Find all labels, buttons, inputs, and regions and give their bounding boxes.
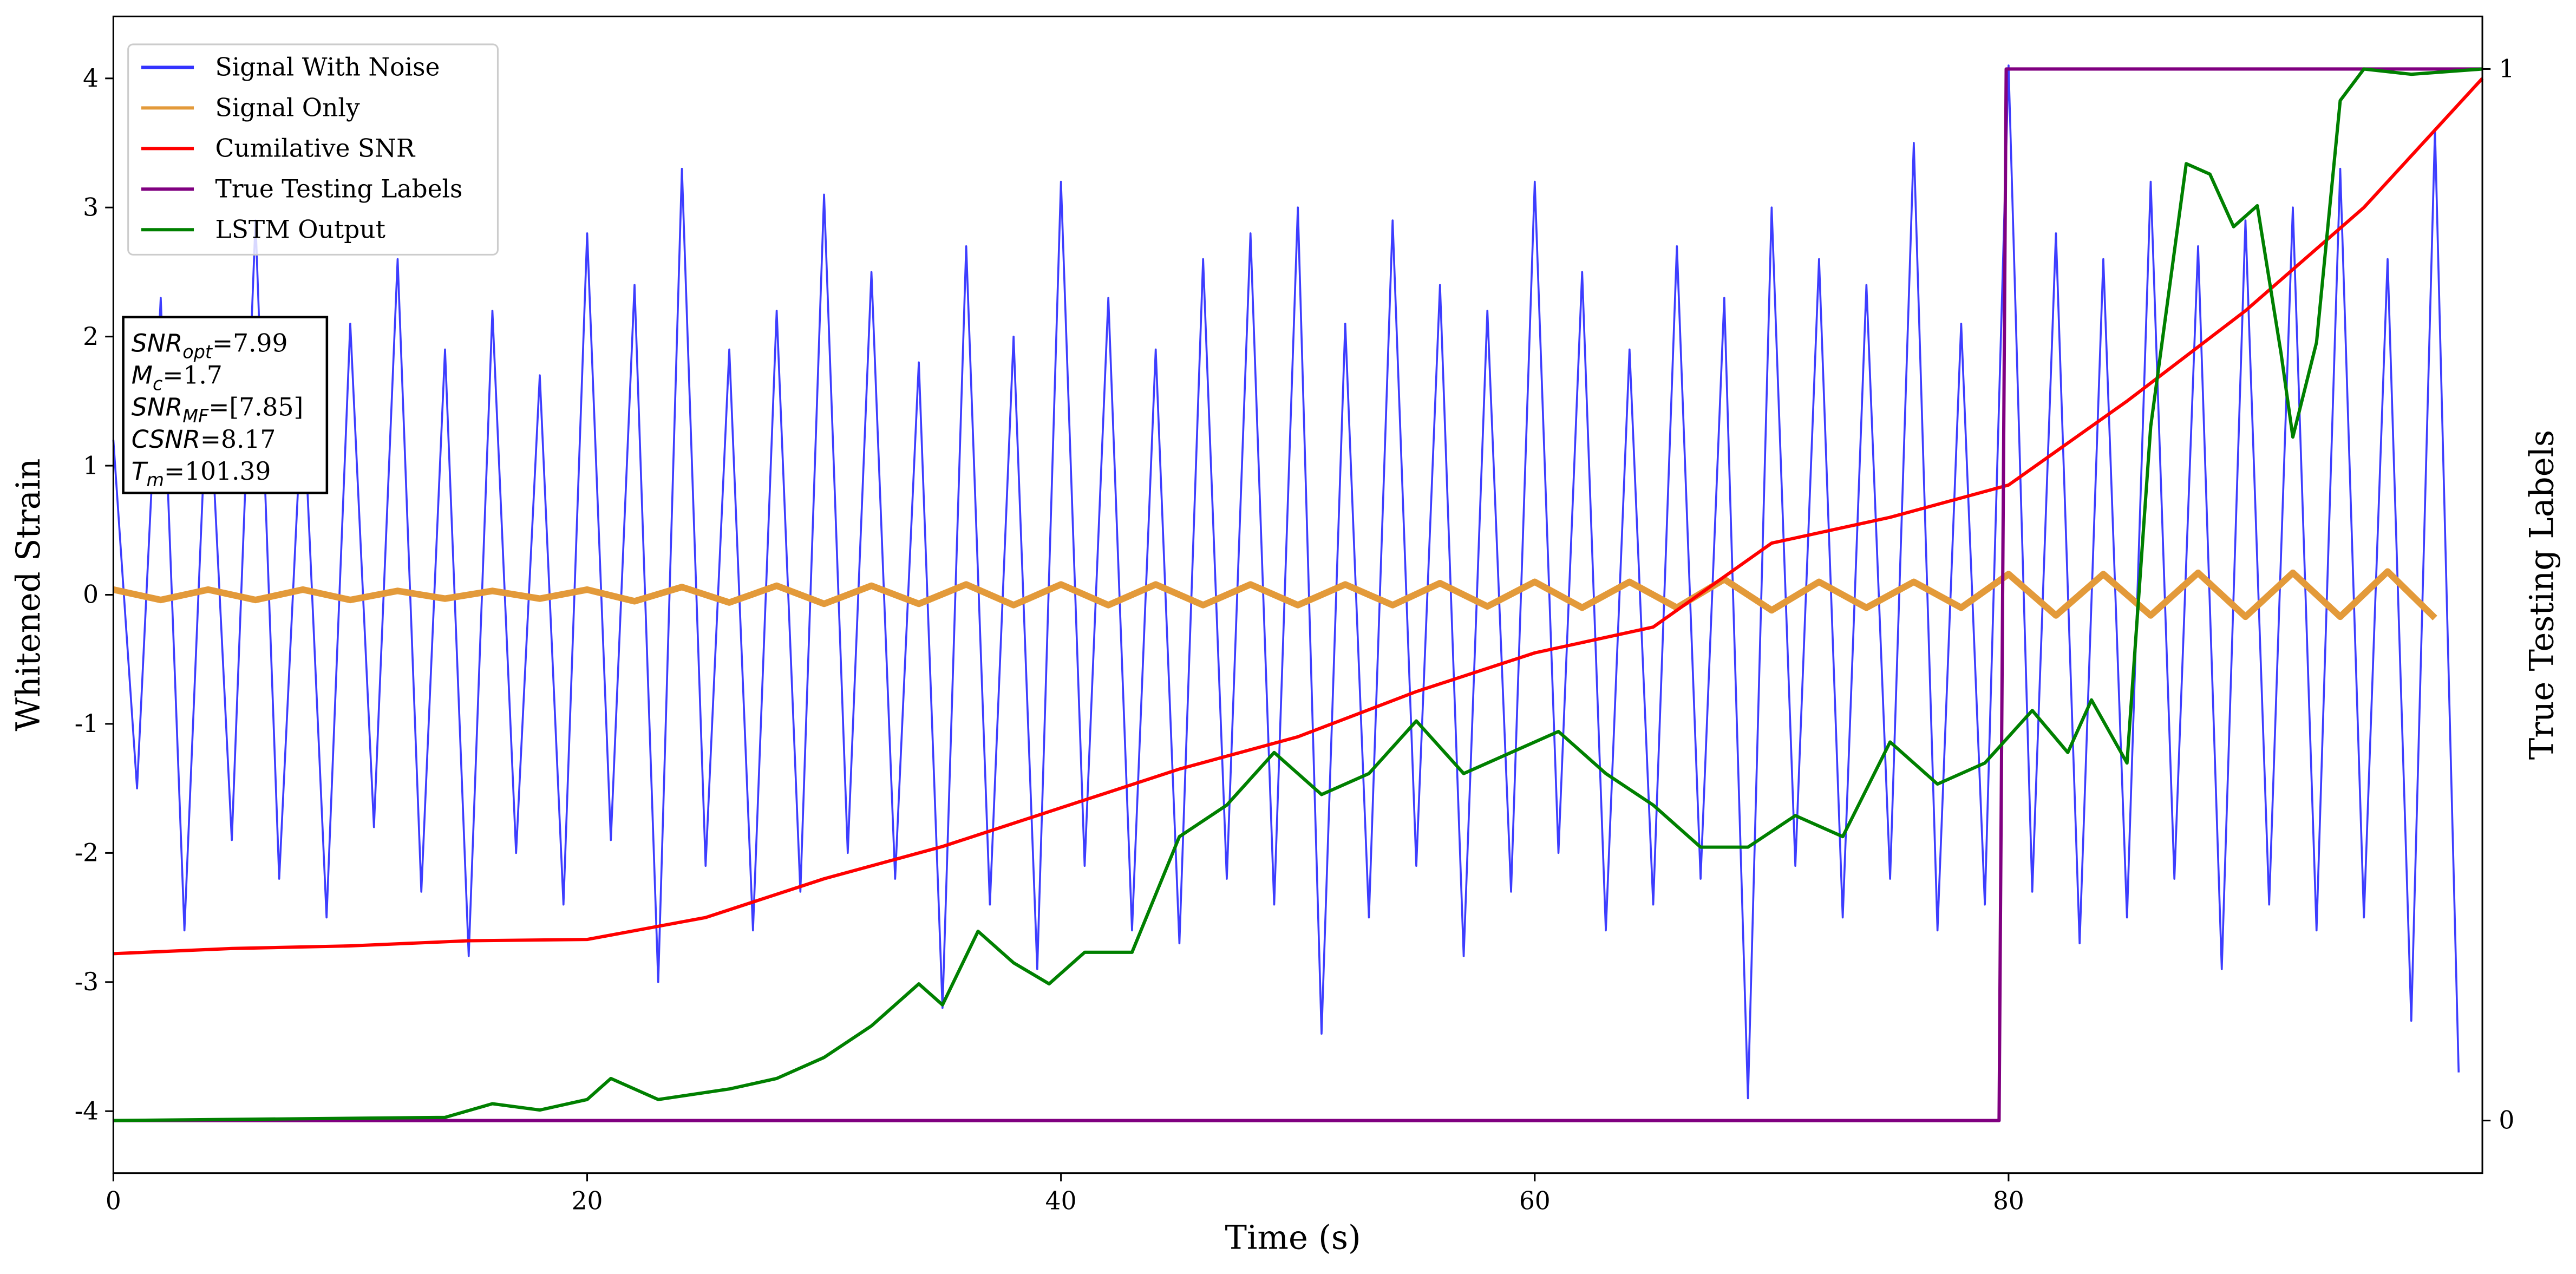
annotation-symbol: M (132, 361, 153, 390)
series-line (113, 67, 2483, 1122)
y2-axis-label: True Testing Labels (2523, 430, 2561, 760)
x-tick-label: 80 (1993, 1186, 2024, 1215)
series-line (112, 64, 2460, 1100)
y-tick-label: 0 (83, 580, 99, 609)
y-tick-label: 4 (83, 64, 99, 93)
legend-box (127, 43, 499, 256)
annotation-box (122, 316, 329, 494)
y2-tick-label: 0 (2499, 1106, 2514, 1135)
y-tick-label: -4 (75, 1096, 99, 1125)
annotation-text: =8.17 (200, 425, 276, 454)
legend-label: Cumilative SNR (215, 134, 416, 162)
annotation-symbol: SNR (132, 393, 183, 422)
plot-area (112, 64, 2484, 1122)
x-tick-label: 0 (106, 1186, 121, 1215)
annotation-symbol: CSNR (132, 425, 200, 454)
annotation-subscript: m (147, 469, 164, 491)
annotation-line: Mc=1.7 (132, 361, 223, 395)
y-axis-label: Whitened Strain (10, 459, 48, 731)
annotation-line: SNRopt=7.99 (132, 329, 288, 362)
annotation-text: =1.7 (162, 361, 222, 390)
annotation-line: CSNR=8.17 (132, 425, 276, 454)
series-line (113, 67, 2483, 1122)
legend-label: LSTM Output (215, 215, 385, 244)
legend-label: True Testing Labels (215, 174, 463, 203)
y-tick-label: -3 (75, 968, 99, 996)
annotation-symbol: SNR (132, 329, 183, 357)
y-tick-label: 3 (83, 193, 99, 221)
annotation: SNRopt=7.99Mc=1.7SNRMF=[7.85]CSNR=8.17Tm… (122, 316, 329, 494)
y-tick-label: 1 (83, 451, 99, 480)
annotation-text: =101.39 (164, 457, 271, 486)
annotation-line: Tm=101.39 (132, 457, 271, 491)
x-tick-label: 20 (572, 1186, 603, 1215)
x-axis-label: Time (s) (1225, 1219, 1361, 1257)
annotation-line: SNRMF=[7.85] (132, 393, 303, 427)
series-line (113, 568, 2437, 620)
legend-label: Signal Only (215, 94, 360, 122)
y2-tick-label: 1 (2499, 55, 2514, 83)
annotation-text: =7.99 (212, 329, 287, 357)
series-line (113, 77, 2484, 956)
annotation-symbol: T (132, 457, 148, 486)
x-tick-label: 40 (1045, 1186, 1077, 1215)
y-tick-label: -1 (75, 709, 99, 738)
annotation-text: =[7.85] (208, 393, 303, 422)
legend: Signal With Noise Signal Only Cumilative S… (127, 43, 499, 256)
annotation-subscript: MF (182, 406, 209, 427)
annotation-subscript: opt (182, 342, 213, 363)
y-tick-label: -2 (75, 839, 99, 867)
y-tick-label: 2 (83, 322, 99, 351)
x-tick-label: 60 (1519, 1186, 1551, 1215)
annotation-subscript: c (153, 374, 162, 395)
legend-label: Signal With Noise (215, 53, 440, 82)
